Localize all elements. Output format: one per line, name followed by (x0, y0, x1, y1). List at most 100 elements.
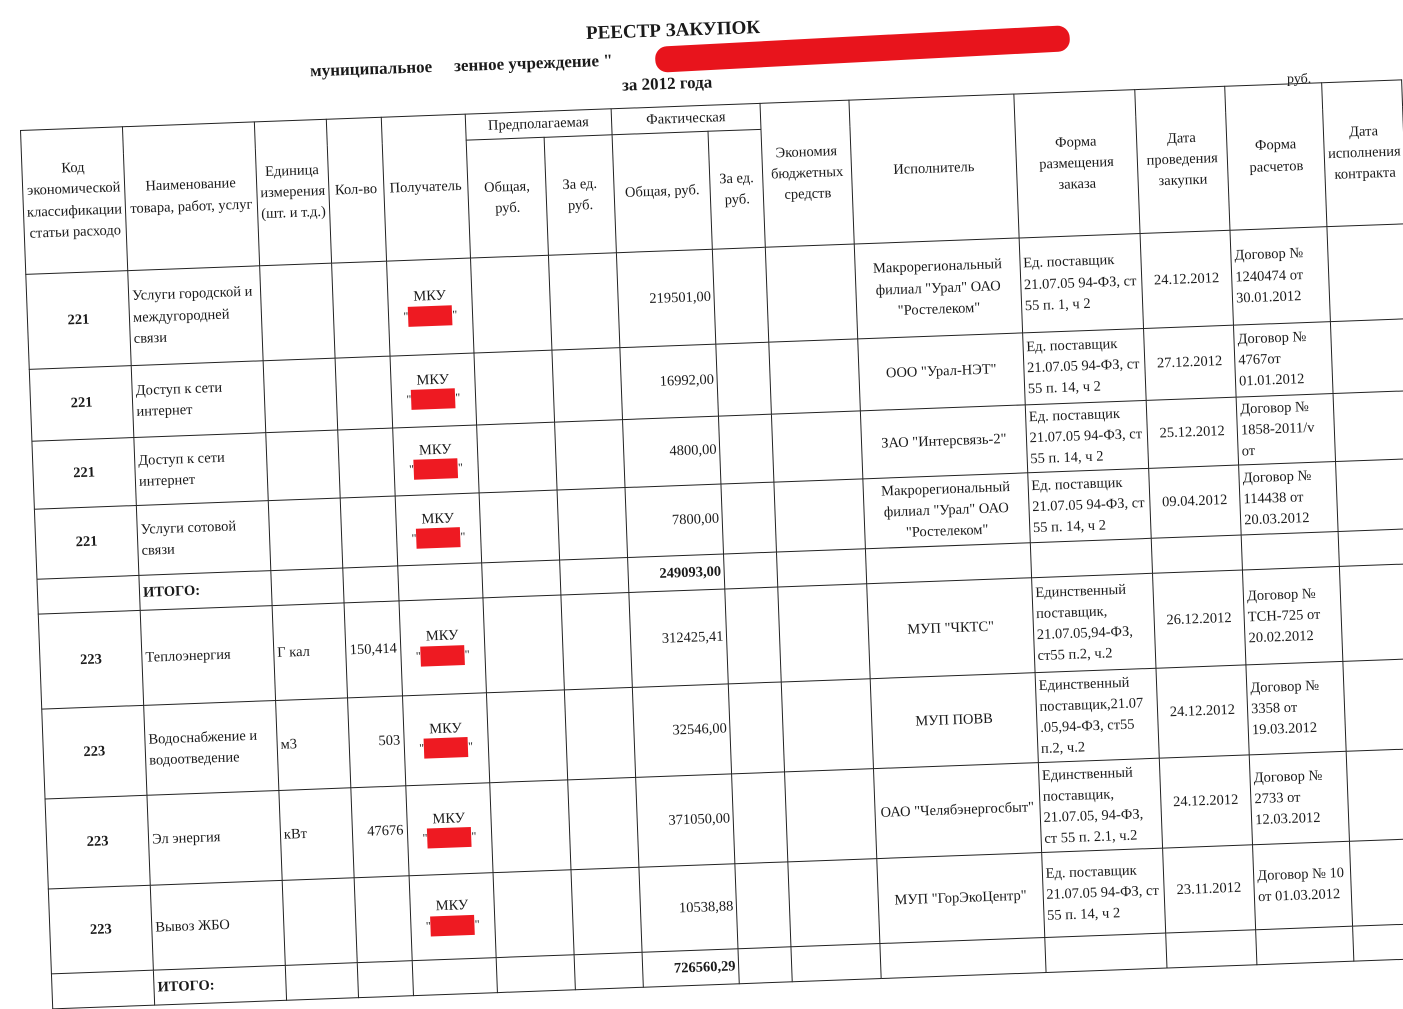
header-actual-unit: За ед. руб. (708, 129, 766, 250)
cell-actual-unit (725, 587, 782, 684)
cell-planned-unit (567, 777, 639, 870)
cell-actual-total: 10538,88 (638, 863, 739, 953)
cell-executor: ООО "Урал-НЭТ" (857, 332, 1025, 411)
cell-unit (259, 263, 335, 361)
cell-execution-date (1333, 390, 1403, 462)
cell-code: 221 (29, 365, 134, 442)
redaction-mark (413, 458, 459, 481)
currency-note: руб. (1287, 72, 1312, 87)
cell-unit: кВт (278, 787, 354, 881)
cell-planned-unit (557, 487, 628, 561)
total-label: ИТОГО: (138, 570, 273, 611)
cell-planned-total (476, 422, 558, 493)
header-planned-unit: За ед. руб. (544, 134, 617, 256)
cell-order-form: Ед. поставщик 21.07.05 94-ФЗ, ст 55 п. 1… (1018, 233, 1144, 333)
cell-executor: Макрорегиональный филиал "Урал" ОАО "Рос… (854, 237, 1023, 339)
cell-payment-form: Договор № ТСН-725 от 20.02.2012 (1242, 566, 1344, 665)
cell-actual-total: 32546,00 (631, 683, 732, 778)
cell-unit: м3 (275, 697, 351, 791)
cell-code: 223 (38, 610, 144, 710)
total-value: 726560,29 (641, 948, 740, 988)
cell-recipient: МКУ " " (392, 424, 480, 497)
cell-economy (781, 678, 874, 772)
cell-name: Водоснабжение и водоотведение (143, 700, 279, 796)
cell-qty (337, 428, 395, 499)
registry-table-wrapper: Код экономической классификации статьи р… (20, 79, 1403, 1009)
cell-recipient: МКУ " " (402, 692, 490, 786)
document-subtitle: муниципальное зенное учреждение " (310, 51, 613, 82)
cell-code: 223 (45, 795, 151, 890)
cell-purchase-date: 24.12.2012 (1155, 664, 1250, 759)
cell-actual-unit (721, 482, 777, 555)
header-actual-total: Общая, руб. (611, 131, 713, 253)
cell-planned-total (486, 689, 568, 783)
cell-actual-unit (728, 682, 785, 774)
cell-execution-date (1330, 318, 1403, 394)
cell-actual-total: 16992,00 (619, 344, 719, 420)
cell-planned-unit (552, 347, 623, 423)
cell-execution-date (1327, 223, 1403, 322)
cell-payment-form: Договор № 10 от 01.03.2012 (1252, 841, 1353, 930)
recipient-name: МКУ (435, 897, 469, 915)
cell-execution-date (1335, 458, 1403, 532)
subtitle-left: муниципальное (309, 57, 433, 81)
cell-planned-total (470, 255, 553, 354)
recipient-name: МКУ (418, 441, 452, 459)
cell-economy (768, 338, 861, 415)
cell-qty (339, 496, 398, 569)
total-value: 249093,00 (627, 554, 726, 593)
cell-qty (334, 356, 393, 431)
cell-unit (265, 430, 340, 501)
cell-name: Услуги городской и междугородней связи (127, 265, 264, 366)
cell-qty: 503 (347, 695, 406, 788)
cell-executor: ЗАО "Интерсвязь-2" (860, 404, 1028, 479)
total-label: ИТОГО: (153, 965, 287, 1006)
cell-code: 221 (34, 505, 139, 580)
cell-executor: МУП "ЧКТС" (866, 577, 1035, 679)
cell-economy (773, 478, 866, 553)
cell-purchase-date: 24.12.2012 (1158, 754, 1253, 849)
cell-code: 221 (25, 270, 132, 370)
header-order-form: Форма размещения заказа (1013, 89, 1140, 238)
subtitle-right: зенное учреждение " (453, 50, 613, 76)
redaction-mark (416, 527, 461, 549)
redaction-mark (411, 388, 456, 411)
cell-unit (282, 877, 357, 966)
cell-actual-unit (712, 247, 769, 345)
header-planned-total: Общая, руб. (466, 137, 549, 259)
cell-qty (353, 875, 412, 963)
cell-purchase-date: 23.11.2012 (1162, 844, 1256, 934)
header-execution-date: Дата исполнения контракта (1321, 79, 1403, 227)
cell-recipient: МКУ " " (386, 258, 474, 357)
cell-executor: Макрорегиональный филиал "Урал" ОАО "Рос… (862, 472, 1030, 549)
header-economy: Экономия бюджетных средств (760, 100, 855, 248)
document-period: за 2012 года (621, 72, 713, 95)
header-payment-form: Форма расчетов (1224, 82, 1328, 231)
cell-purchase-date: 24.12.2012 (1139, 230, 1234, 329)
cell-empty (36, 575, 141, 615)
cell-economy (787, 858, 880, 947)
cell-name: Доступ к сети интернет (133, 432, 269, 506)
registry-table: Код экономической классификации статьи р… (20, 79, 1403, 1009)
cell-executor: ОАО "Челябэнергосбыт" (873, 762, 1042, 859)
cell-planned-total (492, 869, 575, 958)
cell-purchase-date: 09.04.2012 (1148, 465, 1242, 539)
cell-purchase-date: 26.12.2012 (1152, 570, 1247, 669)
document-title: РЕЕСТР ЗАКУПОК (585, 16, 761, 45)
cell-empty (51, 970, 155, 1009)
cell-code: 223 (41, 705, 148, 800)
table-body: 221 Услуги городской и междугородней связ… (25, 223, 1403, 1009)
cell-payment-form: Договор № 1858-2011/v от (1236, 393, 1336, 466)
cell-unit: Г кал (272, 603, 348, 701)
cell-planned-unit (571, 867, 642, 955)
cell-planned-total (479, 490, 560, 563)
cell-economy (784, 768, 877, 862)
cell-order-form: Единственный поставщик,21.07 .05,94-ФЗ, … (1034, 668, 1159, 763)
cell-name: Доступ к сети интернет (131, 360, 266, 438)
cell-planned-unit (564, 687, 636, 780)
cell-qty: 150,414 (343, 601, 403, 698)
redaction-mark (423, 737, 469, 759)
cell-executor: МУП "ГорЭкоЦентр" (876, 852, 1045, 944)
redaction-mark (430, 914, 476, 937)
cell-order-form: Ед. поставщик 21.07.05 94-ФЗ, ст 55 п. 1… (1022, 328, 1146, 405)
